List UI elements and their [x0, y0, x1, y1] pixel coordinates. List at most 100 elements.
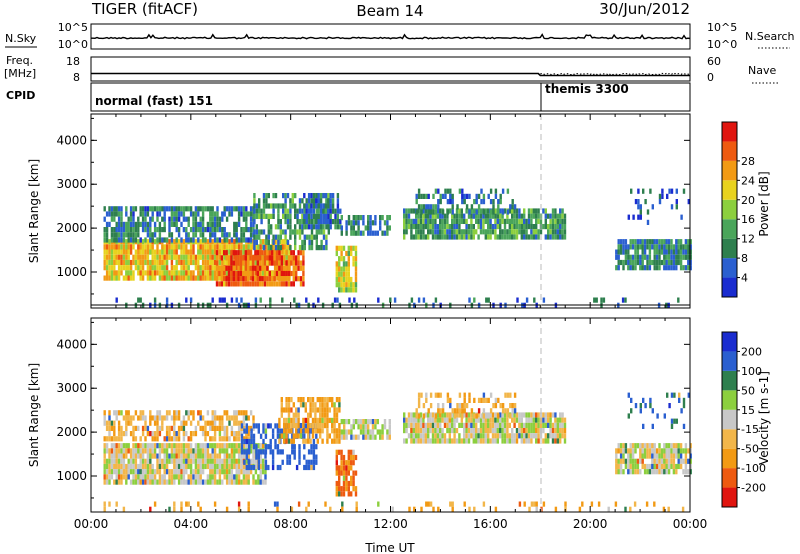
- range-gate-cell: [252, 458, 255, 464]
- range-gate-cell: [211, 443, 214, 449]
- range-gate-cell: [105, 270, 109, 276]
- range-gate-cell: [331, 402, 334, 408]
- range-gate-cell: [252, 423, 256, 429]
- range-gate-cell: [216, 211, 219, 217]
- range-gate-cell: [467, 229, 471, 235]
- range-gate-cell: [279, 428, 282, 434]
- range-gate-cell: [168, 244, 171, 250]
- range-gate-cell: [458, 234, 461, 240]
- range-gate-cell: [233, 415, 236, 421]
- range-gate-cell: [177, 448, 181, 454]
- range-gate-cell: [220, 270, 223, 277]
- range-gate-cell: [170, 469, 174, 475]
- range-gate-cell: [482, 428, 485, 434]
- range-gate-cell: [267, 444, 270, 450]
- range-gate-cell: [359, 424, 363, 430]
- range-gate-cell: [667, 239, 671, 245]
- range-gate-cell: [410, 433, 413, 439]
- range-gate-cell: [153, 469, 157, 475]
- range-gate-cell: [163, 469, 166, 475]
- range-gate-cell: [265, 198, 268, 204]
- range-gate-cell: [298, 454, 301, 460]
- range-gate-cell: [153, 474, 157, 480]
- range-gate-cell: [615, 469, 618, 475]
- range-gate-cell: [419, 433, 423, 439]
- range-gate-cell: [503, 433, 507, 439]
- range-gate-cell: [614, 501, 618, 507]
- range-gate-cell: [247, 506, 250, 512]
- range-gate-cell: [292, 412, 295, 418]
- range-gate-cell: [624, 297, 627, 303]
- range-gate-cell: [288, 249, 291, 255]
- range-gate-cell: [235, 448, 238, 454]
- range-gate-cell: [602, 297, 606, 303]
- range-gate-cell: [287, 423, 291, 429]
- range-gate-cell: [677, 443, 680, 449]
- range-gate-cell: [301, 229, 304, 235]
- range-gate-cell: [530, 218, 533, 224]
- range-gate-cell: [374, 220, 377, 226]
- range-gate-cell: [637, 188, 640, 194]
- range-gate-cell: [665, 249, 668, 255]
- range-gate-cell: [352, 486, 355, 492]
- range-gate-cell: [158, 227, 162, 233]
- range-gate-cell: [256, 255, 259, 261]
- range-gate-cell: [342, 470, 346, 476]
- range-gate-cell: [187, 453, 190, 459]
- range-gate-cell: [415, 428, 418, 434]
- range-gate-cell: [357, 419, 360, 425]
- range-gate-cell: [328, 417, 331, 423]
- range-gate-cell: [223, 410, 226, 416]
- range-gate-cell: [237, 506, 241, 512]
- range-gate-cell: [230, 448, 234, 454]
- range-gate-cell: [347, 271, 350, 277]
- range-gate-cell: [677, 254, 680, 260]
- range-gate-cell: [422, 297, 426, 303]
- range-gate-cell: [273, 239, 277, 245]
- range-gate-cell: [149, 249, 152, 255]
- range-gate-cell: [455, 438, 459, 444]
- range-gate-cell: [525, 428, 528, 434]
- range-gate-cell: [113, 254, 116, 260]
- range-gate-cell: [542, 412, 545, 418]
- range-gate-cell: [489, 234, 492, 240]
- range-gate-cell: [350, 460, 353, 466]
- range-gate-cell: [419, 218, 423, 224]
- range-gate-cell: [173, 506, 176, 512]
- range-gate-cell: [634, 265, 637, 271]
- range-gate-cell: [201, 469, 205, 475]
- range-gate-cell: [277, 245, 280, 251]
- range-gate-cell: [199, 448, 202, 454]
- range-gate-cell: [225, 415, 229, 421]
- range-gate-cell: [424, 224, 427, 230]
- range-gate-cell: [298, 444, 301, 450]
- range-gate-cell: [139, 469, 142, 475]
- range-gate-cell: [260, 219, 263, 225]
- range-gate-cell: [453, 438, 456, 444]
- range-gate-cell: [269, 449, 272, 455]
- range-gate-cell: [117, 265, 121, 271]
- range-gate-cell: [663, 469, 666, 475]
- range-gate-cell: [670, 249, 673, 255]
- range-gate-cell: [103, 237, 106, 243]
- range-gate-cell: [137, 469, 140, 475]
- range-gate-cell: [182, 431, 186, 437]
- range-gate-cell: [347, 470, 350, 476]
- range-gate-cell: [257, 244, 260, 250]
- range-gate-cell: [165, 254, 169, 260]
- range-gate-cell: [275, 281, 279, 287]
- range-gate-cell: [232, 260, 235, 266]
- range-gate-cell: [468, 506, 471, 512]
- range-gate-cell: [515, 433, 519, 439]
- range-gate-cell: [129, 232, 133, 238]
- range-gate-cell: [431, 213, 435, 219]
- range-gate-cell: [170, 448, 174, 454]
- range-gate-cell: [267, 229, 270, 235]
- range-gate-cell: [293, 449, 296, 455]
- range-gate-cell: [277, 208, 280, 214]
- range-gate-cell: [499, 403, 502, 409]
- range-gate-cell: [653, 469, 656, 475]
- range-gate-cell: [684, 453, 688, 459]
- range-gate-cell: [508, 224, 511, 230]
- range-gate-cell: [651, 469, 654, 475]
